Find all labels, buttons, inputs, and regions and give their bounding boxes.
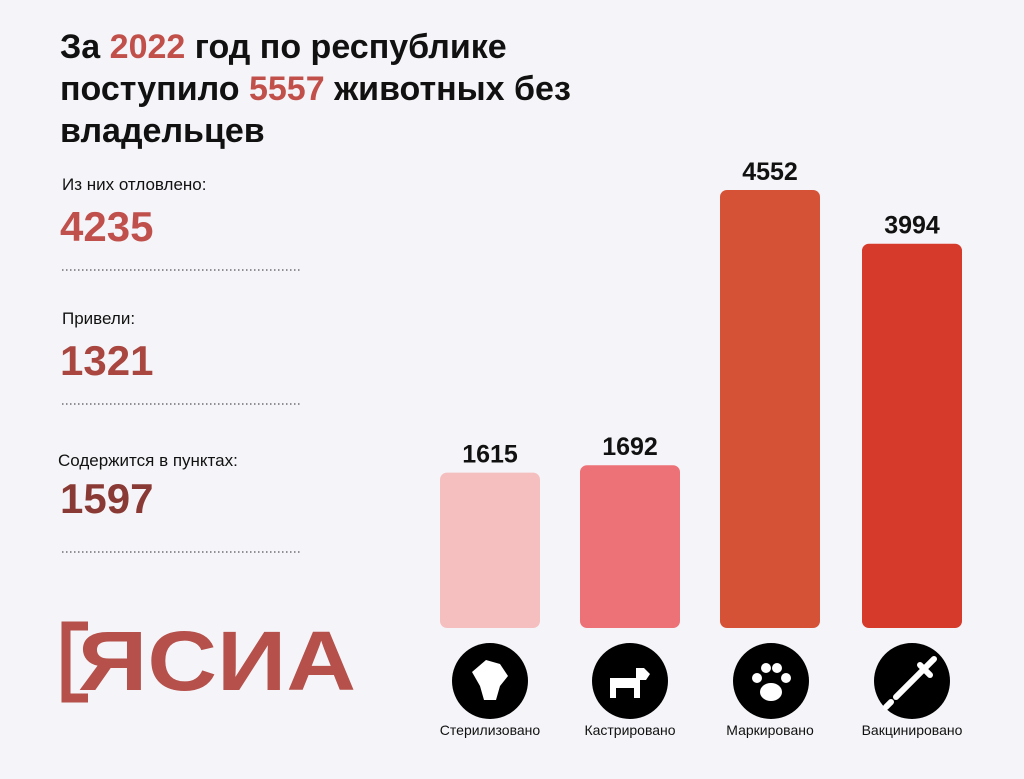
title-number: 5557 <box>249 70 325 108</box>
title-line: За 2022 год по республике <box>60 28 507 66</box>
icon-puppy-shape <box>610 668 650 698</box>
icon-dog-shape <box>472 660 508 700</box>
value-label: 4552 <box>742 158 798 186</box>
title-text: владельцев <box>60 112 265 150</box>
value-label: 1692 <box>602 433 658 461</box>
icon-syringe-shape <box>883 656 937 710</box>
title-text: За <box>60 28 110 66</box>
logo-bracket <box>61 621 88 703</box>
stat-label: Из них отловлено: <box>62 175 206 194</box>
logo: ЯСИА <box>78 614 356 708</box>
stat-value: 1321 <box>60 337 153 384</box>
bar <box>440 472 540 628</box>
icon-paw-shape <box>752 663 791 701</box>
stat-value: 1597 <box>60 475 153 522</box>
title-text: поступило <box>60 70 249 108</box>
logo-mark <box>61 621 88 703</box>
category-label: Кастрировано <box>584 722 675 738</box>
bar <box>720 190 820 628</box>
title-line: владельцев <box>60 112 265 150</box>
category-label: Вакцинировано <box>862 722 963 738</box>
icons <box>452 643 950 719</box>
value-label: 1615 <box>462 441 518 469</box>
stat-label: Привели: <box>62 309 135 328</box>
title-line: поступило 5557 животных без <box>60 70 571 108</box>
title-number: 2022 <box>110 28 186 66</box>
category-label: Маркировано <box>726 722 814 738</box>
title-text: год по республике <box>185 28 506 66</box>
icon-paw <box>733 643 809 719</box>
category-label: Стерилизовано <box>440 722 541 738</box>
bar <box>862 243 962 628</box>
stat-value: 4235 <box>60 203 153 250</box>
value-label: 3994 <box>884 212 940 240</box>
title-text: животных без <box>325 70 571 108</box>
bar <box>580 465 680 628</box>
stat-label: Содержится в пунктах: <box>58 451 238 470</box>
